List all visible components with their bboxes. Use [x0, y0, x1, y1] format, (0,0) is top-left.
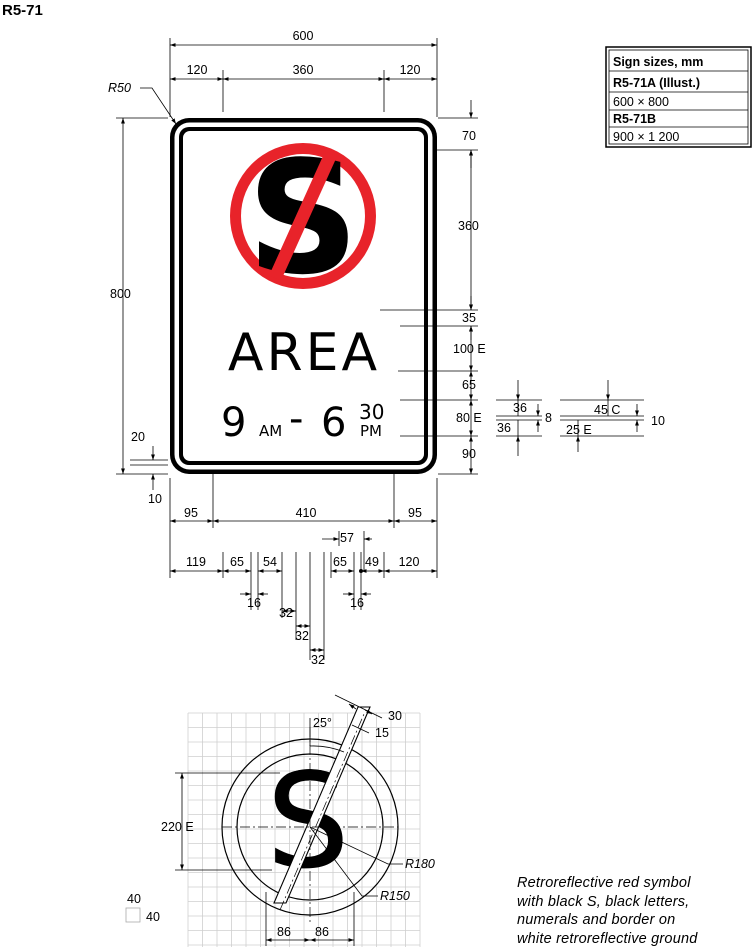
dim-h-left: 95	[184, 506, 198, 520]
dim-height-total: 800	[110, 287, 131, 301]
dim-v-top: 70	[462, 129, 476, 143]
dim-h-32b: 32	[295, 629, 309, 643]
am-label: AM	[259, 422, 282, 440]
dim-h-16b: 16	[350, 596, 364, 610]
detail-inner-radius: R150	[380, 889, 410, 903]
dim-h-120: 120	[399, 555, 420, 569]
dimension-labels: 600 120 360 120 R50 800 20 10 70 360 35 …	[108, 29, 665, 667]
grid-scale-square	[125, 907, 141, 923]
legend-line: white retroreflective ground	[517, 930, 698, 947]
dimension-lines	[116, 38, 644, 660]
dim-h-16a: 16	[247, 596, 261, 610]
time-dash: -	[289, 396, 303, 442]
dim-h-49: 49	[365, 555, 379, 569]
dim-border-inner: 20	[131, 430, 145, 444]
sign-sizes-table: Sign sizes, mm R5-71A (Illust.) 600 × 80…	[605, 46, 752, 148]
dim-v-gap1: 35	[462, 311, 476, 325]
size-row-name: R5-71B	[613, 112, 656, 126]
dim-width-left: 120	[187, 63, 208, 77]
time-start: 9	[221, 400, 246, 446]
dim-sup-gap: 8	[545, 411, 552, 425]
dim-h-65a: 65	[230, 555, 244, 569]
sizes-title: Sign sizes, mm	[613, 55, 703, 69]
dim-v-numerals: 80 E	[456, 411, 482, 425]
dim-h-right: 95	[408, 506, 422, 520]
detail-angle: 25°	[313, 716, 332, 730]
size-row-name: R5-71A (Illust.)	[613, 76, 700, 90]
pm-label: PM	[360, 422, 382, 440]
area-word: AREA	[228, 323, 380, 383]
dim-h-32a: 32	[279, 606, 293, 620]
dim-width-total: 600	[293, 29, 314, 43]
symbol-detail: S 25° 30 15 220 E	[125, 694, 435, 947]
detail-left-86: 86	[277, 925, 291, 939]
dimension-dot	[359, 569, 363, 573]
legend-note: Retroreflective red symbol with black S,…	[517, 874, 753, 948]
legend-line: with black S, black letters,	[517, 893, 690, 910]
size-row-value: 600 × 800	[613, 95, 669, 109]
red-diagonal-bar	[269, 151, 337, 281]
no-s-symbol: S	[230, 127, 376, 309]
detail-right-86: 86	[315, 925, 329, 939]
legend-line: Retroreflective red symbol	[517, 875, 691, 891]
time-end: 6	[321, 400, 346, 446]
sign-face: S AREA 9 AM - 6 30 PM	[170, 118, 437, 474]
dim-v-letters: 100 E	[453, 342, 486, 356]
dim-h-119: 119	[186, 555, 206, 569]
size-row-value: 900 × 1 200	[613, 130, 679, 144]
grid-cell-v: 40	[127, 892, 141, 906]
dim-minutes-c: 45 C	[594, 403, 620, 417]
sign-code: R5-71	[2, 2, 43, 19]
detail-height: 220 E	[161, 820, 194, 834]
dim-minutes-e: 25 E	[566, 423, 592, 437]
dim-h-65b: 65	[333, 555, 347, 569]
dim-width-symbol: 360	[293, 63, 314, 77]
construction-grid	[187, 712, 421, 947]
dim-minutes-gap: 10	[651, 414, 665, 428]
legend-line: numerals and border on	[517, 912, 676, 928]
dim-v-bottom: 90	[462, 447, 476, 461]
dim-corner-radius: R50	[108, 81, 131, 95]
dim-v-gap2: 65	[462, 378, 476, 392]
dim-h-32c: 32	[311, 653, 325, 667]
detail-outer-radius: R180	[405, 857, 435, 871]
dim-sup-bottom: 36	[497, 421, 511, 435]
detail-bar-width: 30	[388, 709, 402, 723]
dim-h-center: 410	[296, 506, 317, 520]
detail-bar-half: 15	[375, 726, 389, 740]
grid-cell-h: 40	[146, 910, 160, 924]
dim-border-outer: 10	[148, 492, 162, 506]
dim-v-symbol: 360	[458, 219, 479, 233]
dim-sup-top: 36	[513, 401, 527, 415]
dim-h-57: 57	[340, 531, 354, 545]
dim-h-54: 54	[263, 555, 277, 569]
dim-width-right: 120	[400, 63, 421, 77]
time-end-minutes: 30	[359, 400, 384, 424]
